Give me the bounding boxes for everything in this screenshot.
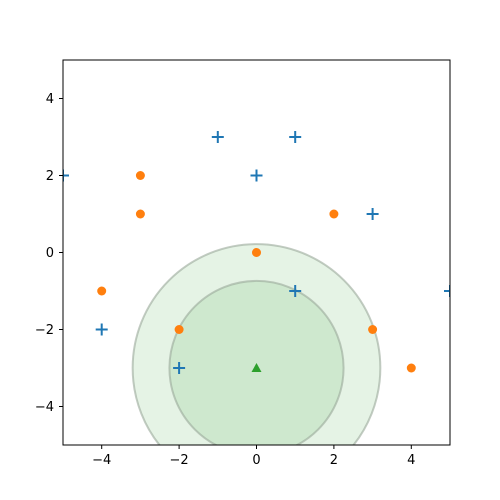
y-tick-label: 4 — [46, 92, 54, 107]
plus-marker — [366, 208, 379, 220]
circle-marker — [329, 209, 339, 219]
x-tick-label: 0 — [252, 453, 260, 468]
circle-marker — [406, 363, 416, 373]
axis-ticks: −4 −2 0 2 4 4 2 0 −2 −4 — [35, 92, 416, 468]
y-tick-label: −2 — [35, 323, 54, 338]
plus-marker — [173, 362, 186, 374]
data-points — [63, 131, 450, 374]
plus-marker — [63, 169, 69, 182]
x-tick-label: −2 — [170, 453, 189, 468]
region-circle — [131, 243, 382, 445]
x-tick-label: −4 — [92, 453, 111, 468]
plus-marker — [289, 285, 302, 297]
x-tick-label: 2 — [330, 453, 338, 468]
region-circle — [168, 279, 345, 445]
circle-marker — [97, 286, 107, 296]
y-tick-label: 2 — [46, 169, 54, 184]
triangle-marker — [251, 363, 262, 372]
region-circles — [131, 243, 382, 445]
circle-marker — [368, 325, 378, 334]
circle-marker — [135, 209, 145, 219]
x-tick-label: 4 — [407, 453, 415, 468]
plus-marker — [250, 169, 263, 182]
y-tick-label: 0 — [46, 246, 54, 261]
plus-marker — [211, 131, 224, 143]
plus-marker — [95, 323, 108, 336]
circle-marker — [252, 248, 261, 257]
plus-marker — [289, 131, 302, 143]
plus-marker — [444, 285, 450, 297]
circle-marker — [174, 325, 184, 334]
circle-marker — [135, 171, 145, 180]
y-tick-label: −4 — [35, 400, 54, 415]
